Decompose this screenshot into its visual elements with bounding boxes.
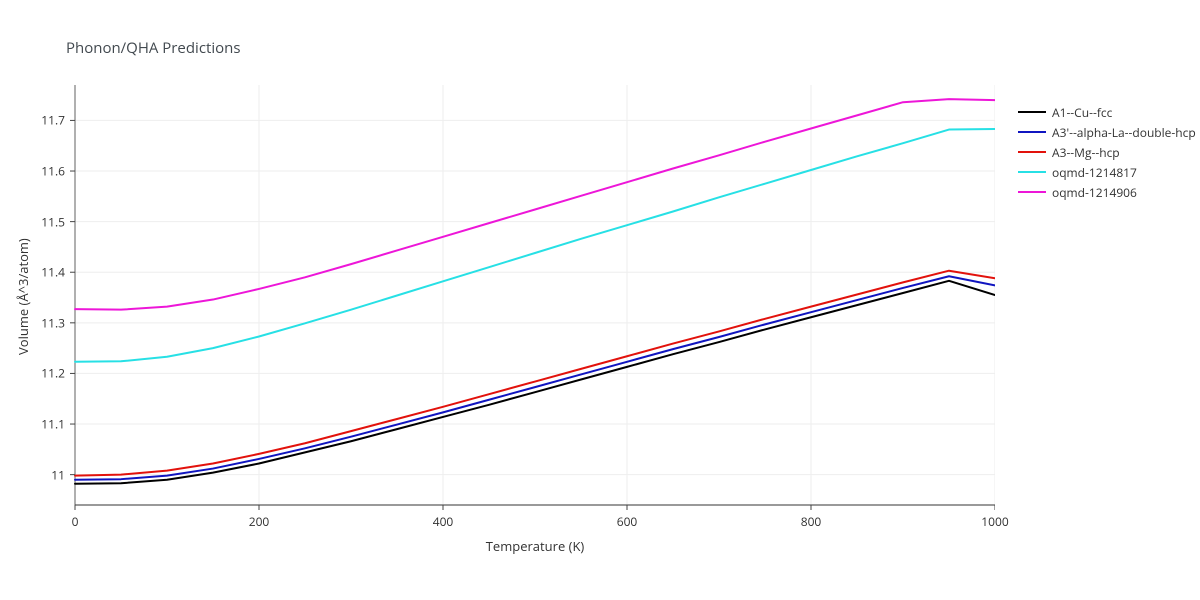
x-tick-label: 400 — [433, 513, 454, 530]
series-line[interactable] — [75, 276, 995, 479]
y-tick-label: 11.3 — [41, 314, 65, 331]
legend-label: oqmd-1214817 — [1052, 164, 1137, 181]
legend-swatch — [1018, 111, 1046, 113]
y-tick-label: 11.6 — [41, 163, 65, 180]
legend-swatch — [1018, 151, 1046, 153]
chart-title: Phonon/QHA Predictions — [66, 38, 241, 58]
legend-label: A1--Cu--fcc — [1052, 104, 1112, 121]
x-tick-label: 1000 — [981, 513, 1008, 530]
x-axis-label: Temperature (K) — [486, 537, 585, 555]
legend-label: A3'--alpha-La--double-hcp — [1052, 124, 1196, 141]
x-tick-label: 0 — [72, 513, 79, 530]
x-tick-label: 600 — [617, 513, 638, 530]
legend-swatch — [1018, 131, 1046, 133]
legend-item[interactable]: oqmd-1214817 — [1018, 162, 1196, 182]
series-line[interactable] — [75, 99, 995, 309]
y-tick-label: 11.7 — [41, 112, 65, 129]
legend-item[interactable]: A3'--alpha-La--double-hcp — [1018, 122, 1196, 142]
series-line[interactable] — [75, 129, 995, 362]
x-tick-label: 200 — [249, 513, 270, 530]
y-axis-label: Volume (Å^3/atom) — [14, 238, 32, 355]
y-tick-label: 11.2 — [41, 365, 65, 382]
legend-swatch — [1018, 171, 1046, 173]
chart-svg — [67, 85, 995, 513]
legend-label: A3--Mg--hcp — [1052, 144, 1120, 161]
legend: A1--Cu--fcc A3'--alpha-La--double-hcp A3--… — [1018, 102, 1196, 202]
legend-label: oqmd-1214906 — [1052, 184, 1137, 201]
plot-area — [75, 85, 995, 505]
legend-item[interactable]: A3--Mg--hcp — [1018, 142, 1196, 162]
x-tick-label: 800 — [801, 513, 822, 530]
y-tick-label: 11 — [51, 466, 65, 483]
y-tick-label: 11.4 — [41, 264, 65, 281]
legend-item[interactable]: oqmd-1214906 — [1018, 182, 1196, 202]
y-tick-label: 11.5 — [41, 213, 65, 230]
legend-item[interactable]: A1--Cu--fcc — [1018, 102, 1196, 122]
y-tick-label: 11.1 — [41, 416, 65, 433]
legend-swatch — [1018, 191, 1046, 193]
